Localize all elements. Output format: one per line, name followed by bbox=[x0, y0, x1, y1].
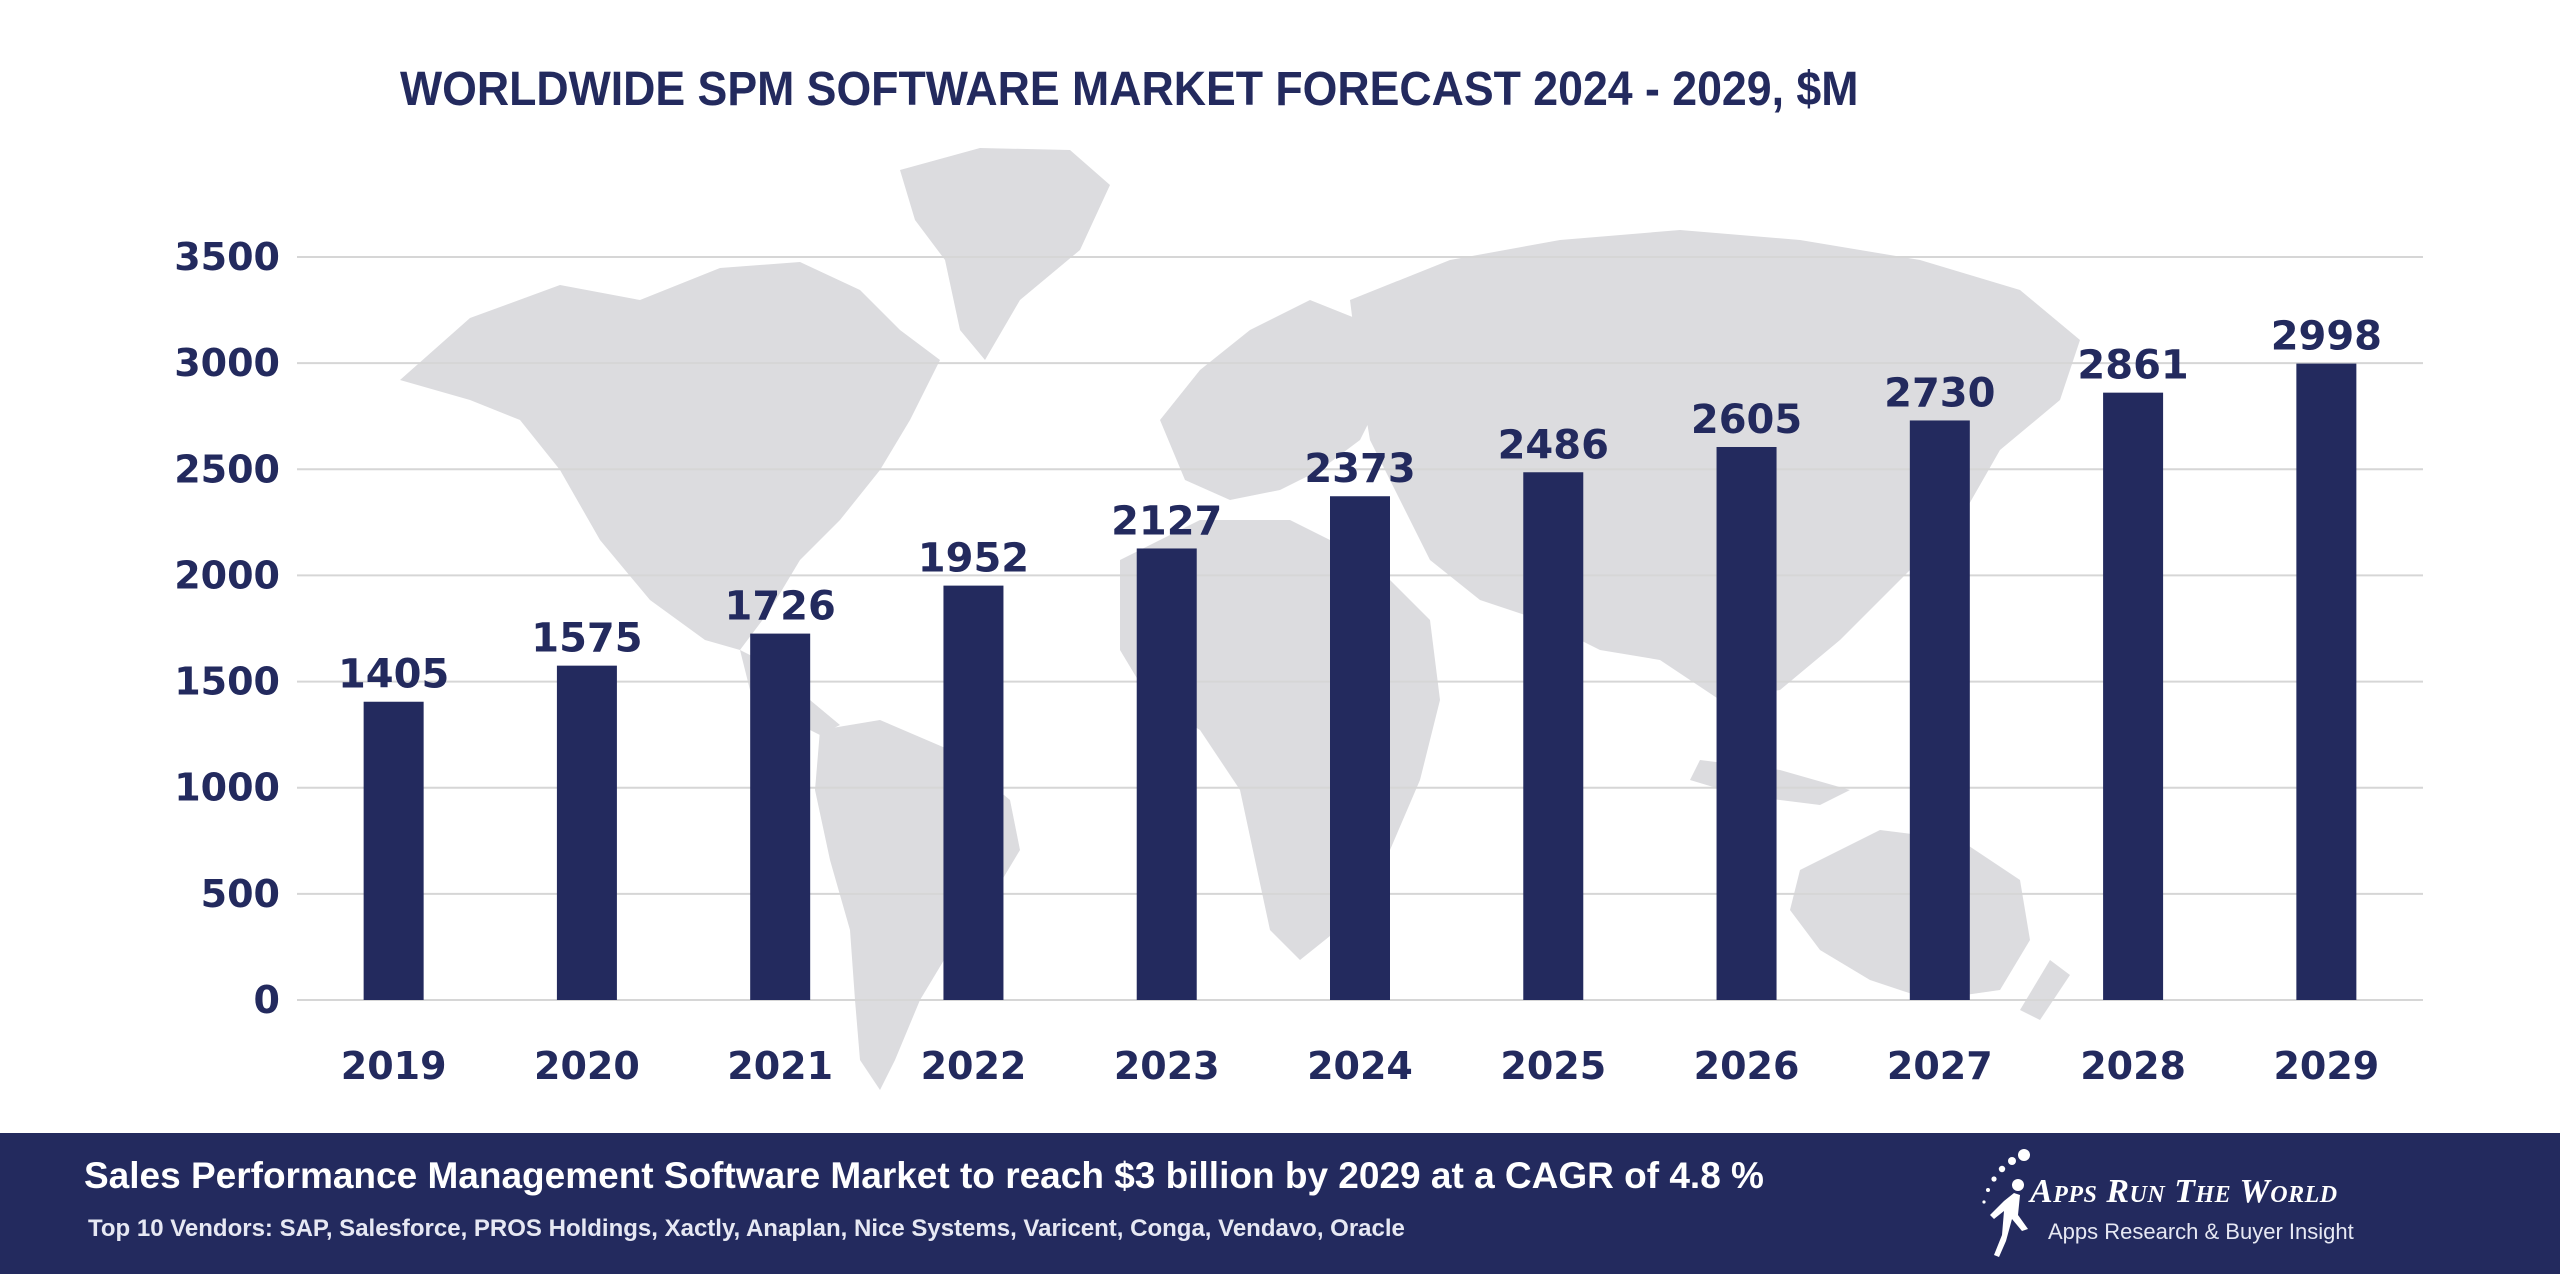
x-tick-label: 2023 bbox=[1114, 1044, 1220, 1088]
footer-vendors: Top 10 Vendors: SAP, Salesforce, PROS Ho… bbox=[88, 1215, 1405, 1242]
data-label: 1575 bbox=[531, 616, 642, 662]
runner-swoosh-icon bbox=[1982, 1149, 2030, 1257]
data-label: 2373 bbox=[1304, 446, 1415, 492]
data-label: 1952 bbox=[918, 536, 1029, 582]
y-axis-tick-labels: 0 500 1000 1500 2000 2500 3000 3500 bbox=[174, 235, 280, 1022]
bar-2026 bbox=[1716, 446, 1777, 1000]
y-tick-label: 1500 bbox=[174, 660, 280, 704]
x-tick-label: 2019 bbox=[341, 1044, 447, 1088]
data-label: 2861 bbox=[2077, 343, 2188, 389]
data-label: 2486 bbox=[1498, 422, 1609, 468]
bars bbox=[363, 363, 2357, 1001]
bar-2021 bbox=[750, 633, 811, 1000]
x-tick-label: 2020 bbox=[534, 1044, 640, 1088]
x-axis-tick-labels: 2019 2020 2021 2022 2023 2024 2025 2026 2027 2028… bbox=[341, 1044, 2379, 1088]
map-asia bbox=[1350, 230, 2080, 700]
y-tick-label: 3500 bbox=[174, 235, 280, 279]
bar-2029 bbox=[2296, 363, 2357, 1001]
brand-tagline: Apps Research & Buyer Insight bbox=[2048, 1219, 2354, 1244]
x-tick-label: 2029 bbox=[2273, 1044, 2379, 1088]
bar-2019 bbox=[363, 701, 424, 1000]
world-map-background bbox=[400, 148, 2080, 1090]
x-tick-label: 2027 bbox=[1887, 1044, 1993, 1088]
bar-2023 bbox=[1136, 548, 1197, 1000]
x-tick-label: 2026 bbox=[1694, 1044, 1800, 1088]
map-new-zealand bbox=[2020, 960, 2070, 1020]
bar-2022 bbox=[943, 585, 1004, 1000]
map-europe bbox=[1160, 300, 1400, 500]
data-label: 2605 bbox=[1691, 397, 1802, 443]
footer-headline: Sales Performance Management Software Ma… bbox=[84, 1155, 1764, 1196]
bar-2028 bbox=[2103, 392, 2164, 1000]
map-greenland bbox=[900, 148, 1110, 360]
y-tick-label: 0 bbox=[254, 978, 280, 1022]
x-tick-label: 2022 bbox=[921, 1044, 1027, 1088]
bar-2024 bbox=[1330, 496, 1390, 1000]
x-tick-label: 2025 bbox=[1500, 1044, 1606, 1088]
y-tick-label: 2500 bbox=[174, 447, 280, 491]
brand-name: Apps Run The World bbox=[2030, 1173, 2338, 1210]
map-north-america bbox=[400, 262, 940, 650]
y-tick-label: 2000 bbox=[174, 553, 280, 597]
y-tick-label: 3000 bbox=[174, 341, 280, 385]
x-tick-label: 2028 bbox=[2080, 1044, 2186, 1088]
data-label: 2998 bbox=[2271, 314, 2382, 360]
footer-banner: Sales Performance Management Software Ma… bbox=[0, 1133, 2560, 1274]
x-tick-label: 2024 bbox=[1307, 1044, 1413, 1088]
chart-title: WORLDWIDE SPM SOFTWARE MARKET FORECAST 2… bbox=[400, 63, 1859, 116]
x-tick-label: 2021 bbox=[727, 1044, 833, 1088]
data-label: 1405 bbox=[338, 652, 449, 698]
data-label: 1726 bbox=[725, 584, 836, 630]
data-label: 2127 bbox=[1111, 498, 1222, 544]
bar-2020 bbox=[556, 665, 617, 1000]
bar-2027 bbox=[1909, 420, 1970, 1001]
chart: 0 500 1000 1500 2000 2500 3000 3500 1405 1575 172… bbox=[174, 148, 2423, 1090]
y-tick-label: 1000 bbox=[174, 766, 280, 810]
data-labels: 1405 1575 1726 1952 2127 2373 2486 2605 2730 2861… bbox=[338, 314, 2382, 698]
bar-2025 bbox=[1523, 472, 1584, 1001]
brand-logo: Apps Run The World Apps Research & Buyer… bbox=[1978, 1149, 2458, 1261]
data-label: 2730 bbox=[1884, 370, 1995, 416]
y-tick-label: 500 bbox=[201, 872, 280, 916]
